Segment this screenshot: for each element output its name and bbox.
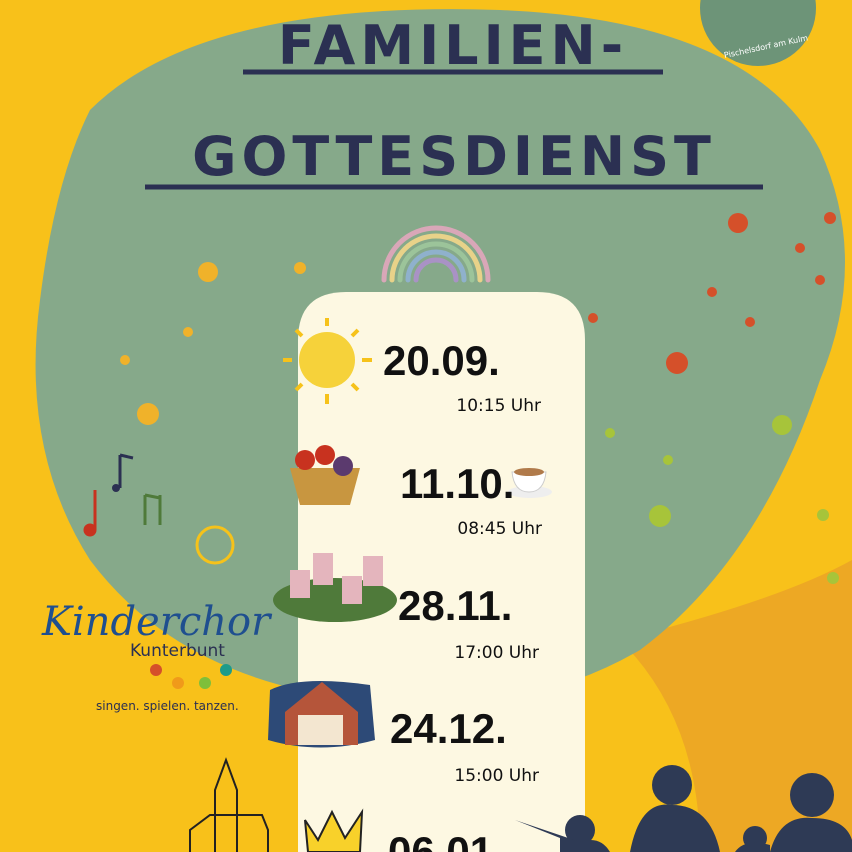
rainbow: [381, 225, 491, 283]
title-line1: FAMILIEN-: [278, 14, 628, 77]
orange-shape: [620, 560, 852, 852]
family-silhouette: [515, 765, 852, 852]
sun-icon: [283, 318, 372, 404]
date: 20.09.: [383, 337, 500, 384]
dots: [120, 212, 839, 584]
coffee-icon: [508, 468, 552, 498]
time: 15:00 Uhr: [454, 766, 539, 786]
badge: [700, 0, 816, 66]
dates: 20.09. 10:15 Uhr 11.10. 08:45 Uhr 28.11. 17:0…: [383, 337, 542, 852]
time: 08:45 Uhr: [457, 519, 542, 539]
church-icon: [189, 757, 269, 852]
date: 11.10.: [400, 460, 514, 507]
music-notes: [83, 453, 162, 537]
crown-icon: [304, 808, 364, 852]
advent-wreath-icon: [273, 553, 397, 622]
basket-icon: [290, 445, 360, 505]
date: 06.01.: [388, 828, 505, 852]
date: 24.12.: [390, 705, 507, 752]
choir-slogan: singen. spielen. tanzen.: [96, 699, 239, 713]
title-line2: GOTTESDIENST: [192, 125, 716, 188]
choir-name: Kinderchor: [41, 599, 273, 645]
time: 17:00 Uhr: [454, 643, 539, 663]
time: 10:15 Uhr: [456, 396, 541, 416]
date: 28.11.: [398, 582, 512, 629]
choir-sun: [195, 525, 235, 565]
choir-subtitle: Kunterbunt: [130, 641, 225, 661]
handprints: [150, 664, 232, 689]
nativity-icon: [268, 681, 375, 748]
